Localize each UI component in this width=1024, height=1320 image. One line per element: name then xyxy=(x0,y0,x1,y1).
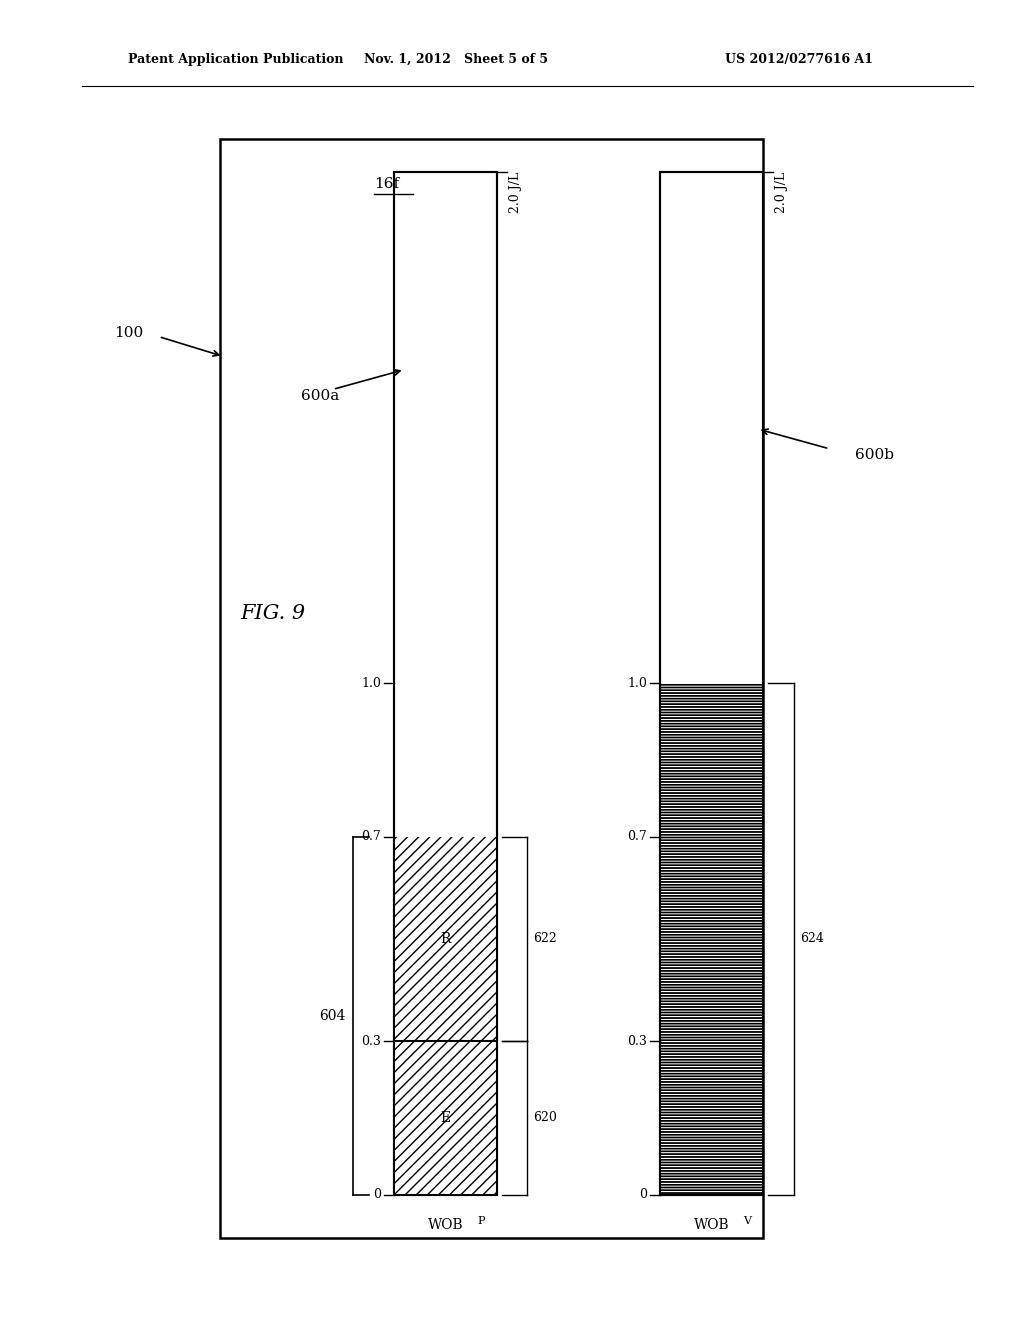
Text: 2.0 J/L: 2.0 J/L xyxy=(509,172,522,213)
Text: 600b: 600b xyxy=(855,449,894,462)
Text: P: P xyxy=(477,1216,484,1226)
Text: 604: 604 xyxy=(318,1008,345,1023)
Text: 0: 0 xyxy=(639,1188,647,1201)
Bar xyxy=(394,837,497,1041)
Text: 600a: 600a xyxy=(301,389,340,403)
Text: 0.3: 0.3 xyxy=(361,1035,381,1048)
Bar xyxy=(660,172,763,1195)
Text: 622: 622 xyxy=(534,932,557,945)
Text: 16f: 16f xyxy=(374,177,399,191)
Text: 620: 620 xyxy=(534,1111,557,1125)
Text: 1.0: 1.0 xyxy=(361,677,381,689)
Text: 624: 624 xyxy=(800,932,823,945)
Text: US 2012/0277616 A1: US 2012/0277616 A1 xyxy=(725,53,872,66)
Text: 0.3: 0.3 xyxy=(628,1035,647,1048)
Bar xyxy=(394,1041,497,1195)
Bar xyxy=(394,172,497,1195)
Bar xyxy=(660,172,763,1195)
Text: 1.0: 1.0 xyxy=(628,677,647,689)
Text: 0: 0 xyxy=(373,1188,381,1201)
Bar xyxy=(220,139,763,1238)
Bar xyxy=(660,682,763,1195)
Bar xyxy=(660,682,763,1195)
Text: R: R xyxy=(440,932,451,946)
Text: WOB: WOB xyxy=(694,1218,729,1233)
Text: Patent Application Publication: Patent Application Publication xyxy=(128,53,343,66)
Text: V: V xyxy=(743,1216,752,1226)
Text: 0.7: 0.7 xyxy=(361,830,381,843)
Bar xyxy=(394,172,497,1195)
Text: 0.7: 0.7 xyxy=(628,830,647,843)
Text: Nov. 1, 2012   Sheet 5 of 5: Nov. 1, 2012 Sheet 5 of 5 xyxy=(364,53,548,66)
Text: WOB: WOB xyxy=(428,1218,463,1233)
Text: 100: 100 xyxy=(114,326,143,339)
Text: FIG. 9: FIG. 9 xyxy=(241,605,306,623)
Text: E: E xyxy=(440,1111,451,1125)
Text: 2.0 J/L: 2.0 J/L xyxy=(775,172,788,213)
